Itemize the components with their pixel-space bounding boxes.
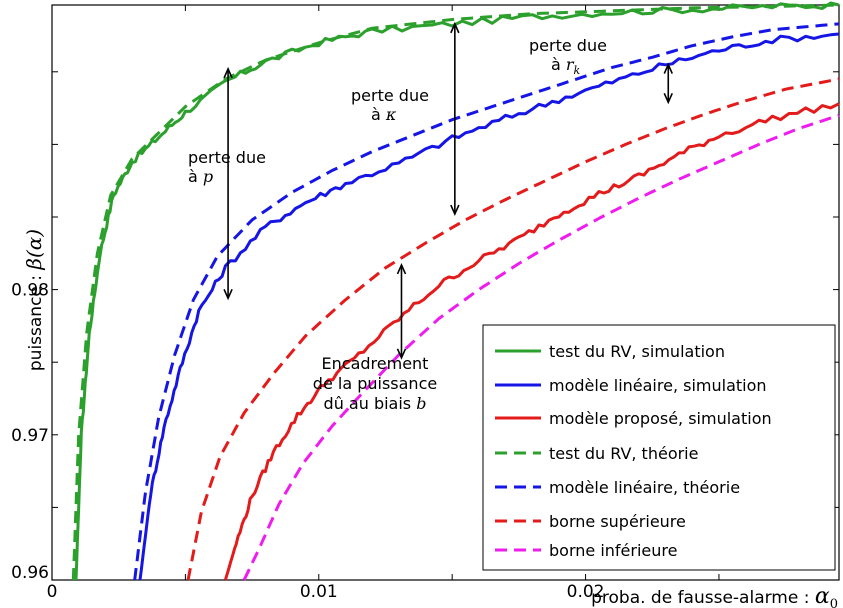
series-line [133,22,840,581]
legend-label: modèle linéaire, théorie [549,478,740,497]
x-tick-label: 0.02 [567,582,605,602]
annotation-text: perte due [188,148,266,167]
series-line [71,3,840,581]
x-tick-label: 0 [47,582,58,602]
y-tick-label: 0.98 [11,281,49,301]
legend-label: modèle proposé, simulation [549,409,772,428]
legend-label: modèle linéaire, simulation [549,376,767,395]
annotation-text: de la puissance [313,374,437,393]
legend-label: borne supérieure [549,512,686,531]
y-axis-label: puissance : β(α) [22,229,46,371]
x-axis-label-text: proba. de fausse-alarme : [591,588,815,608]
x-axis-subscript: 0 [830,597,838,608]
x-axis-symbol: α [815,584,830,608]
series-line [138,32,840,581]
series-line [223,102,840,581]
axis-ticks [52,5,839,580]
y-tick-label: 0.96 [11,563,49,583]
legend-box [482,324,836,571]
annotation-arrows [223,21,673,360]
series-line [186,77,840,581]
legend [495,349,541,552]
annotation-symbol: p [203,167,213,186]
x-axis-label: proba. de fausse-alarme : α0 [591,584,838,608]
annotation-text: perte due [351,86,429,105]
series-line [242,113,840,581]
legend-label: test du RV, théorie [549,444,698,463]
annotation-text: Encadrement [322,354,429,373]
annotation-subscript: k [574,64,581,77]
annotation-text: à p [188,167,213,186]
y-axis-symbol: β(α) [22,229,46,271]
series-line [74,1,840,581]
annotation-text: à rk [551,55,581,77]
series-group [71,1,840,581]
legend-label: borne inférieure [549,541,677,560]
annotation-symbol: r [566,55,575,74]
annotation-text: perte due [529,36,607,55]
arrow-head [396,262,407,275]
arrow-head [396,348,407,360]
annotation-symbol: b [416,394,426,413]
arrow-head [663,62,673,74]
arrow-head [450,204,460,217]
arrow-head [223,66,233,79]
y-tick-label: 0.97 [11,426,49,446]
annotation-text: dû au biais b [324,394,427,413]
legend-label: test du RV, simulation [549,342,725,361]
arrow-head [663,92,673,105]
annotation-text: à κ [371,105,397,124]
annotation-symbol: κ [385,105,397,124]
x-tick-label: 0.01 [300,582,338,602]
arrow-head [450,21,460,34]
y-axis-label-text: puissance : [26,270,46,372]
arrow-head [223,288,233,301]
